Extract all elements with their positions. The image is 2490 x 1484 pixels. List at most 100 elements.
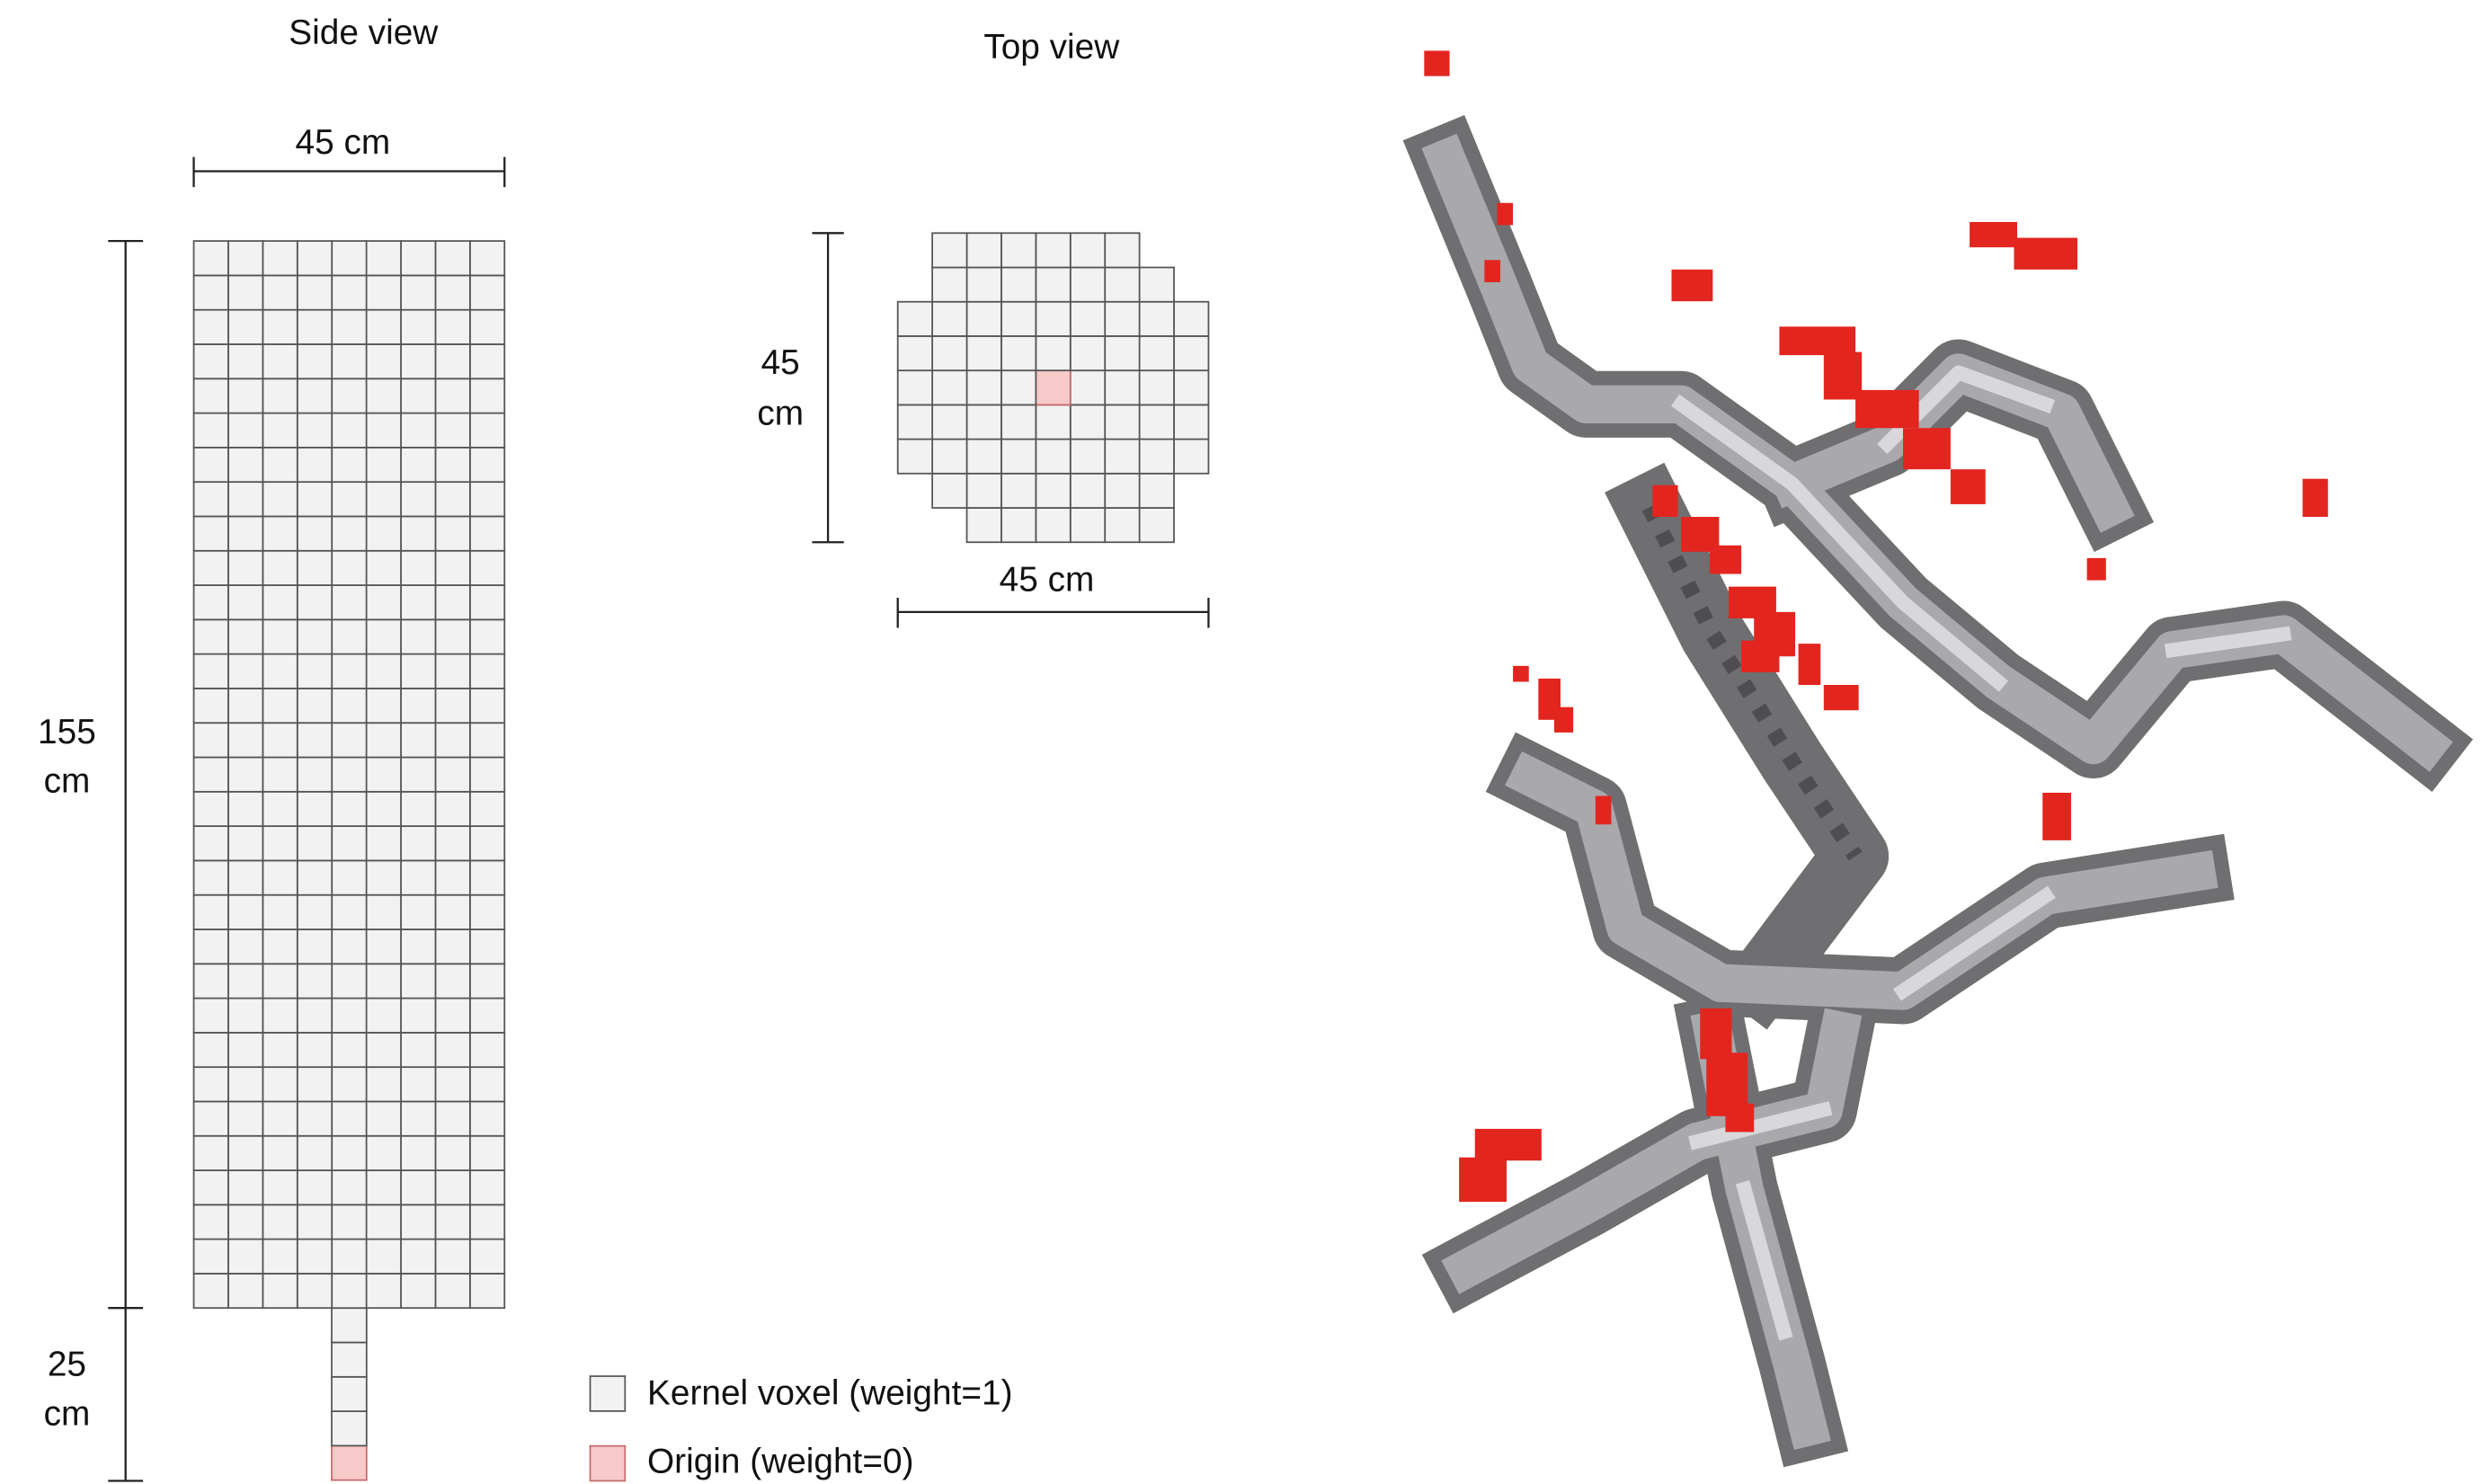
kernel-voxel xyxy=(298,516,332,550)
kernel-voxel xyxy=(470,689,504,723)
kernel-voxel xyxy=(228,275,262,309)
kernel-voxel xyxy=(367,1033,401,1067)
kernel-voxel xyxy=(332,758,366,792)
kernel-voxel xyxy=(435,448,469,482)
kernel-voxel xyxy=(298,551,332,585)
kernel-voxel xyxy=(332,826,366,860)
kernel-voxel xyxy=(262,448,297,482)
kernel-voxel xyxy=(332,585,366,619)
kernel-voxel xyxy=(967,404,1001,439)
kernel-voxel xyxy=(435,1240,469,1274)
page: Side view 45 cm 155 cm 25 cm Top view 45… xyxy=(0,0,2490,1484)
kernel-voxel xyxy=(367,689,401,723)
kernel-voxel xyxy=(367,792,401,826)
kernel-voxel xyxy=(298,585,332,619)
kernel-voxel xyxy=(332,378,366,413)
kernel-voxel xyxy=(228,482,262,516)
kernel-voxel xyxy=(1036,440,1070,474)
kernel-voxel xyxy=(367,1067,401,1101)
kernel-voxel xyxy=(228,654,262,689)
kernel-voxel xyxy=(967,233,1001,267)
kernel-voxel xyxy=(401,1136,435,1170)
kernel-voxel xyxy=(401,723,435,757)
kernel-voxel xyxy=(228,448,262,482)
kernel-voxel xyxy=(194,860,228,894)
figure: Side view 45 cm 155 cm 25 cm Top view 45… xyxy=(0,0,2490,1484)
kernel-voxel xyxy=(367,654,401,689)
kernel-voxel xyxy=(262,860,297,894)
kernel-voxel xyxy=(194,1274,228,1308)
kernel-voxel xyxy=(262,344,297,378)
kernel-voxel xyxy=(262,654,297,689)
kernel-voxel xyxy=(470,1033,504,1067)
kernel-voxel xyxy=(298,723,332,757)
kernel-voxel xyxy=(1036,474,1070,508)
kernel-voxel xyxy=(1036,302,1070,336)
kernel-voxel xyxy=(435,378,469,413)
kernel-voxel xyxy=(470,448,504,482)
kernel-voxel xyxy=(367,895,401,929)
kernel-voxel xyxy=(1071,268,1105,302)
kernel-voxel xyxy=(228,310,262,344)
kernel-voxel xyxy=(262,378,297,413)
kernel-voxel xyxy=(1105,233,1139,267)
kernel-voxel xyxy=(967,370,1001,404)
kernel-voxel xyxy=(435,723,469,757)
kernel-voxel xyxy=(967,336,1001,370)
kernel-voxel xyxy=(401,1067,435,1101)
kernel-voxel xyxy=(1001,233,1036,267)
kernel-voxel xyxy=(262,241,297,275)
kernel-voxel xyxy=(332,1101,366,1135)
kernel-voxel xyxy=(298,895,332,929)
kernel-voxel xyxy=(932,474,966,508)
origin-voxel xyxy=(332,1445,367,1480)
origin-voxel xyxy=(1036,370,1070,404)
side-view-title: Side view xyxy=(289,13,439,52)
kernel-voxel xyxy=(367,1170,401,1204)
kernel-voxel xyxy=(298,792,332,826)
kernel-voxel xyxy=(435,860,469,894)
kernel-voxel xyxy=(194,1033,228,1067)
kernel-voxel xyxy=(262,275,297,309)
kernel-voxel xyxy=(470,792,504,826)
kernel-voxel xyxy=(932,404,966,439)
kernel-voxel xyxy=(435,1101,469,1135)
kernel-voxel xyxy=(932,440,966,474)
kernel-voxel xyxy=(262,1101,297,1135)
kernel-voxel xyxy=(1105,336,1139,370)
kernel-voxel xyxy=(435,964,469,998)
kernel-voxel xyxy=(435,1033,469,1067)
kernel-voxel xyxy=(262,964,297,998)
kernel-voxel xyxy=(1036,404,1070,439)
kernel-voxel xyxy=(898,440,932,474)
kernel-voxel xyxy=(1071,404,1105,439)
skeleton-render xyxy=(1424,50,2426,1426)
kernel-voxel xyxy=(262,723,297,757)
kernel-voxel xyxy=(298,689,332,723)
kernel-voxel xyxy=(332,1067,366,1101)
kernel-voxel xyxy=(194,551,228,585)
kernel-voxel xyxy=(194,275,228,309)
kernel-voxel xyxy=(332,1343,367,1377)
kernel-voxel xyxy=(332,516,366,550)
kernel-voxel xyxy=(401,792,435,826)
kernel-voxel xyxy=(262,1240,297,1274)
kernel-voxel xyxy=(332,619,366,653)
kernel-voxel xyxy=(1174,370,1208,404)
top-width-label: 45 cm xyxy=(1000,561,1095,600)
kernel-voxel xyxy=(367,413,401,448)
kernel-voxel xyxy=(332,241,366,275)
kernel-voxel xyxy=(332,1033,366,1067)
kernel-voxel xyxy=(194,758,228,792)
kernel-voxel xyxy=(470,310,504,344)
kernel-voxel xyxy=(1071,233,1105,267)
kernel-voxel xyxy=(298,619,332,653)
kernel-voxel xyxy=(898,302,932,336)
kernel-voxel xyxy=(470,964,504,998)
kernel-voxel xyxy=(332,344,366,378)
kernel-voxel xyxy=(401,895,435,929)
kernel-voxel xyxy=(1036,336,1070,370)
kernel-voxel xyxy=(228,964,262,998)
kernel-voxel xyxy=(298,275,332,309)
kernel-voxel xyxy=(470,413,504,448)
